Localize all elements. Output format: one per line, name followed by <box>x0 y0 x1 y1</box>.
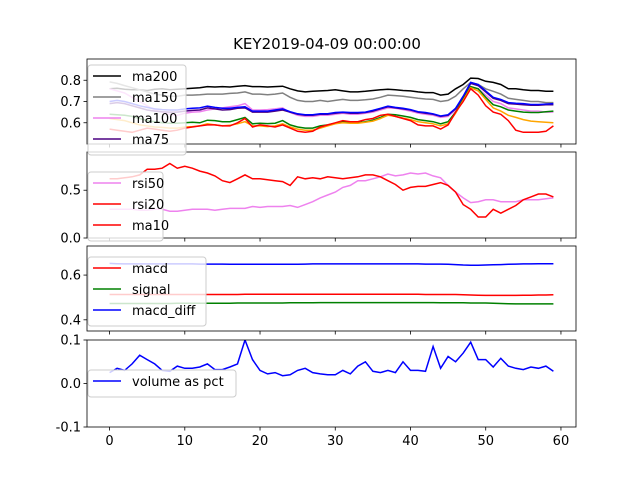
legend-label: signal <box>132 283 170 298</box>
legend-label: ma150 <box>132 91 177 106</box>
legend-3: macd signal macd_diff <box>87 256 207 327</box>
y-tick-label: 0.8 <box>60 74 81 89</box>
legend-label: ma75 <box>132 133 169 148</box>
series-line-rsi20 <box>109 162 554 218</box>
legend-label: rsi20 <box>132 198 164 213</box>
legend-4: volume as pct <box>87 369 237 398</box>
panel-2: 0.0 0.5 <box>60 151 577 247</box>
x-tick-label: 10 <box>177 434 194 449</box>
y-tick-label: 0.6 <box>60 116 81 131</box>
y-tick-label: 0.1 <box>60 334 81 349</box>
legend-box <box>87 256 207 327</box>
legend-label: macd_diff <box>132 304 196 319</box>
series-group <box>109 162 554 218</box>
legend-label: ma200 <box>132 70 177 85</box>
y-tick-label: -0.1 <box>56 421 81 436</box>
y-tick-label: 0.5 <box>60 184 81 199</box>
legend-label: rsi50 <box>132 177 164 192</box>
panel-4: -0.1 0.0 0.1 0 10 20 30 40 50 60 <box>56 334 577 449</box>
y-tick-label: 0.0 <box>60 377 81 392</box>
chart-title: KEY2019-04-09 00:00:00 <box>233 35 421 53</box>
legend-label: volume as pct <box>132 375 224 390</box>
series-line-rsi50 <box>109 172 554 212</box>
legend-box <box>87 369 237 398</box>
x-tick-label: 0 <box>105 434 113 449</box>
x-tick-label: 40 <box>402 434 419 449</box>
legend-label: ma100 <box>132 112 177 127</box>
legend-label: macd <box>132 262 168 277</box>
y-tick-label: 0.7 <box>60 95 81 110</box>
x-tick-label: 50 <box>477 434 494 449</box>
x-tick-label: 30 <box>327 434 344 449</box>
y-tick-label: 0.4 <box>60 313 81 328</box>
legend-label: ma10 <box>132 219 169 234</box>
series-group <box>109 340 554 377</box>
legend-1: ma200 ma150 ma100 ma75 <box>87 64 187 156</box>
series-line-volume-as-pct <box>109 340 554 377</box>
legend-box <box>87 171 164 242</box>
x-tick-label: 60 <box>553 434 570 449</box>
axes-frame <box>86 151 577 239</box>
axes-frame <box>86 245 577 332</box>
legend-box <box>87 64 187 156</box>
x-tick-label: 20 <box>252 434 269 449</box>
y-tick-label: 0.0 <box>60 232 81 247</box>
y-tick-label: 0.6 <box>60 269 81 284</box>
chart-panels: 0.6 0.7 0.8 0.0 0.5 0.4 0.6 -0.1 0.0 0.1 0 10 20 30 40… <box>56 58 577 449</box>
legend-2: rsi50 rsi20 ma10 <box>87 171 169 242</box>
